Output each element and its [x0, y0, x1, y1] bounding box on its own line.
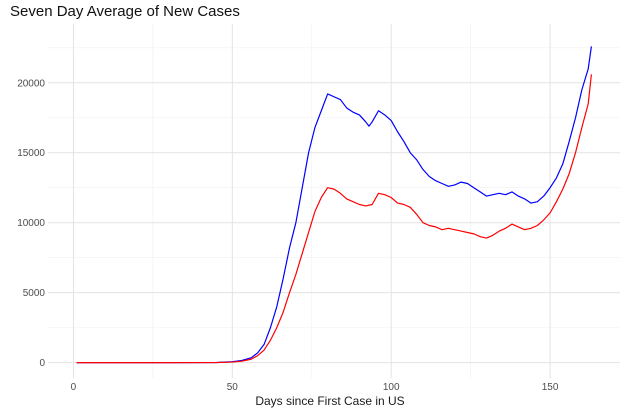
grid-minor — [48, 24, 620, 378]
y-tick-labels: 0 5000 10000 15000 20000 — [17, 78, 45, 369]
y-tick-label: 0 — [39, 358, 45, 369]
x-tick-labels: 0 50 100 150 — [71, 382, 559, 393]
series-layer — [76, 46, 592, 364]
series-line-2 — [76, 74, 592, 364]
y-tick-label: 20000 — [17, 78, 45, 89]
series-line-1 — [76, 46, 592, 364]
grid-major — [48, 24, 620, 378]
x-tick-label: 50 — [227, 382, 239, 393]
x-axis-title: Days since First Case in US — [255, 394, 404, 408]
y-tick-label: 5000 — [23, 288, 46, 299]
chart-title: Seven Day Average of New Cases — [10, 3, 240, 20]
y-tick-label: 10000 — [17, 218, 45, 229]
x-tick-label: 150 — [542, 382, 559, 393]
y-tick-label: 15000 — [17, 148, 45, 159]
x-tick-label: 0 — [71, 382, 77, 393]
x-tick-label: 100 — [383, 382, 400, 393]
